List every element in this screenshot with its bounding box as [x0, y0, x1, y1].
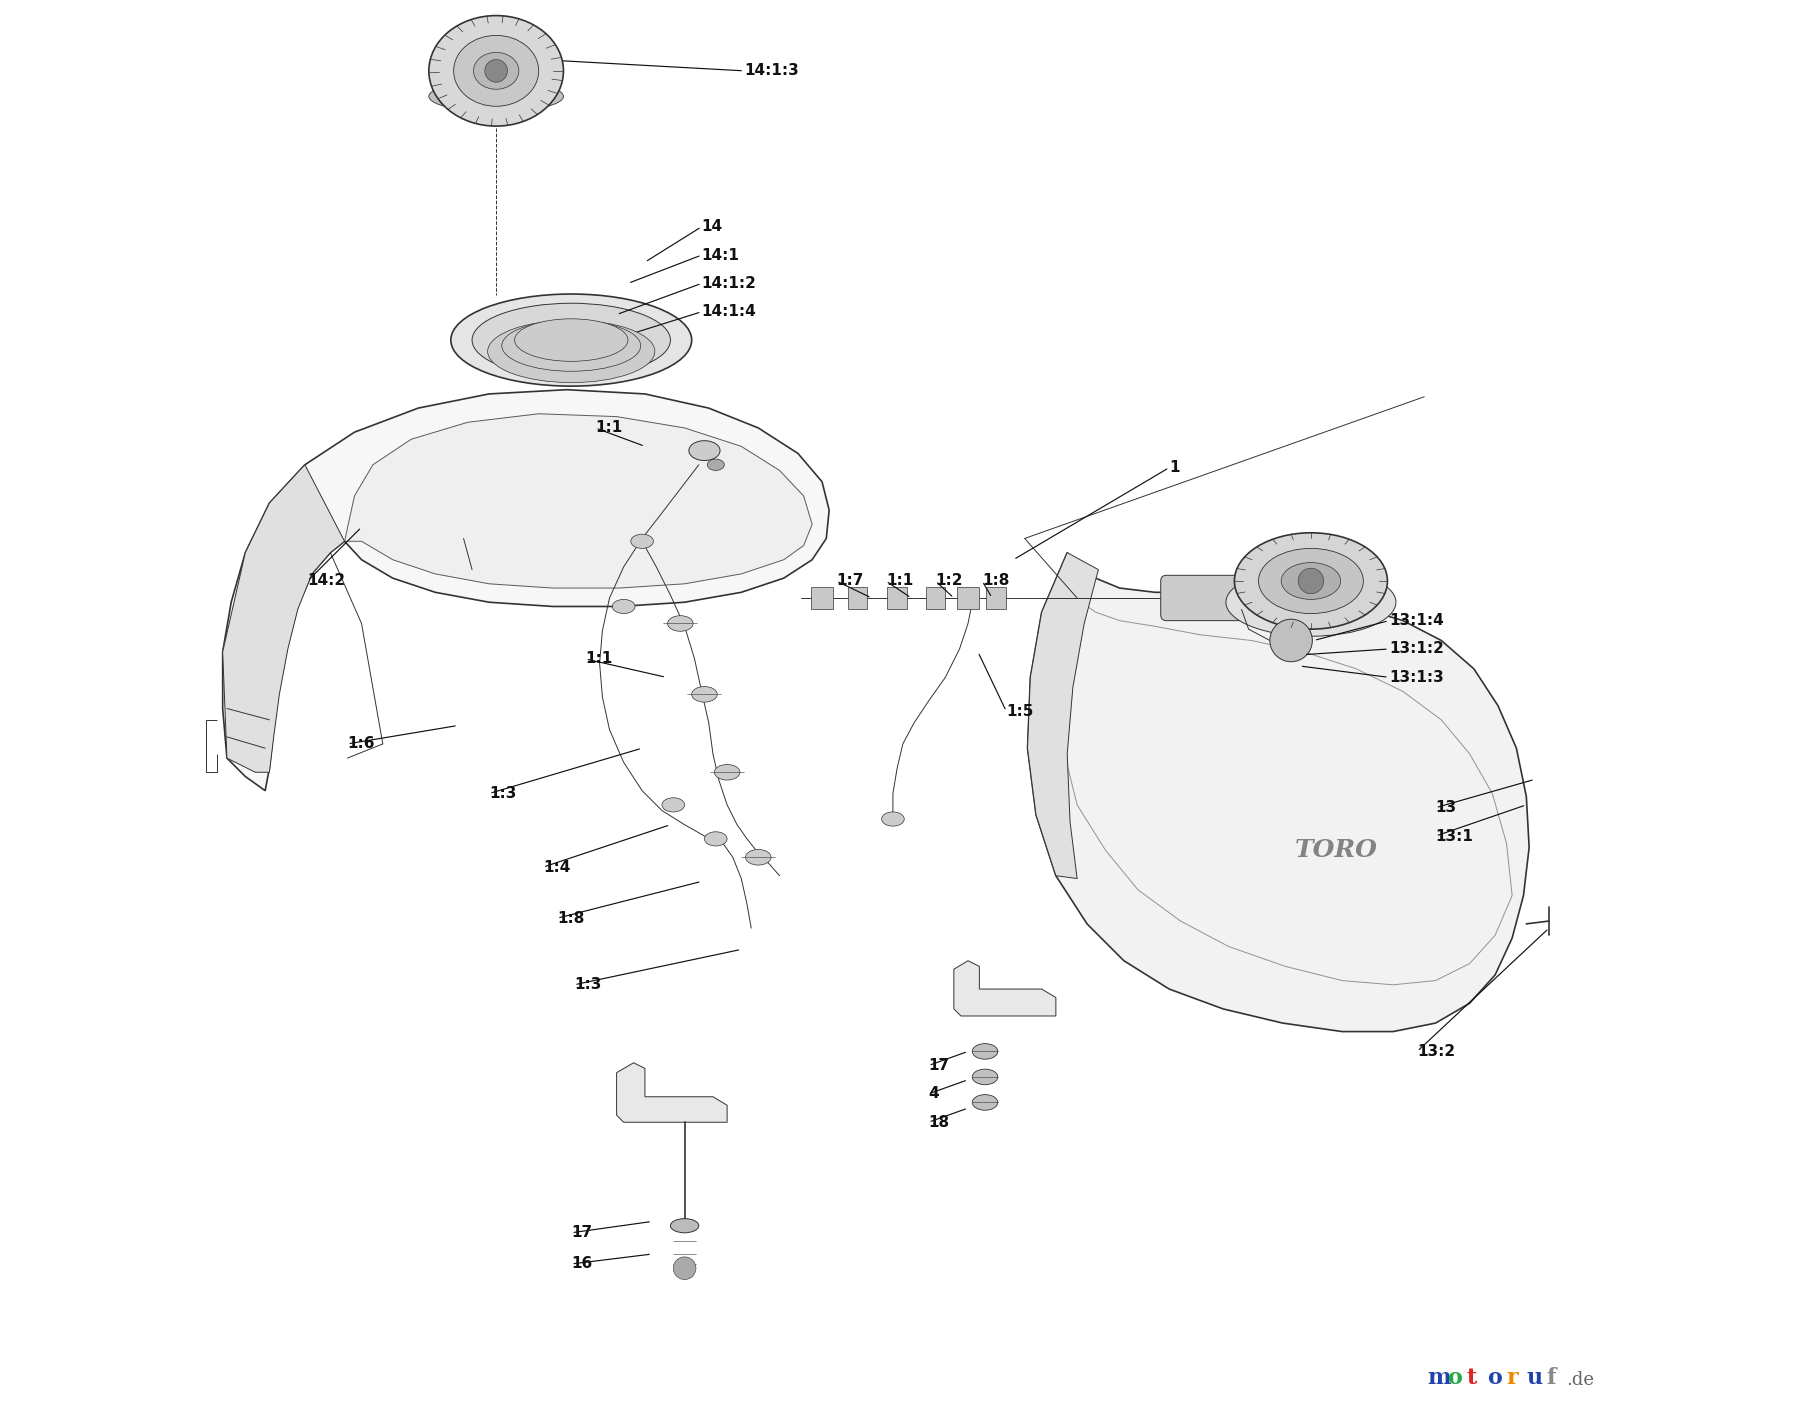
- Ellipse shape: [882, 812, 904, 826]
- Ellipse shape: [1264, 592, 1283, 605]
- Text: 1:5: 1:5: [1006, 704, 1033, 718]
- Text: 14: 14: [702, 220, 724, 234]
- Ellipse shape: [662, 798, 684, 812]
- Circle shape: [673, 1257, 697, 1280]
- Ellipse shape: [428, 16, 563, 126]
- Circle shape: [1269, 619, 1312, 662]
- Text: 1:3: 1:3: [574, 978, 601, 992]
- Text: 14:1:2: 14:1:2: [702, 276, 756, 290]
- Ellipse shape: [972, 1043, 997, 1060]
- Text: 14:2: 14:2: [308, 574, 346, 588]
- Ellipse shape: [526, 323, 617, 357]
- Text: 13: 13: [1436, 801, 1456, 815]
- Text: 13:1:4: 13:1:4: [1390, 614, 1444, 628]
- Text: f: f: [1546, 1366, 1555, 1389]
- Text: 14:1:4: 14:1:4: [702, 305, 756, 319]
- Bar: [925, 587, 945, 609]
- Ellipse shape: [612, 599, 635, 614]
- Ellipse shape: [1226, 568, 1397, 636]
- Polygon shape: [223, 465, 344, 772]
- Bar: [848, 587, 868, 609]
- Text: t: t: [1467, 1366, 1478, 1389]
- Ellipse shape: [715, 765, 740, 779]
- Text: 1: 1: [1170, 461, 1179, 475]
- Polygon shape: [1028, 553, 1098, 879]
- Polygon shape: [617, 1063, 727, 1122]
- Bar: [986, 587, 1006, 609]
- Ellipse shape: [450, 295, 691, 387]
- Text: o: o: [1487, 1366, 1501, 1389]
- Text: 18: 18: [929, 1115, 949, 1129]
- Text: 13:2: 13:2: [1417, 1044, 1456, 1058]
- Ellipse shape: [670, 1219, 698, 1233]
- Text: .de: .de: [1566, 1370, 1595, 1389]
- Text: u: u: [1526, 1366, 1543, 1389]
- Ellipse shape: [488, 320, 655, 383]
- Text: 1:7: 1:7: [837, 574, 864, 588]
- Ellipse shape: [972, 1094, 997, 1111]
- Text: 1:1: 1:1: [585, 652, 612, 666]
- Text: 16: 16: [571, 1257, 592, 1271]
- Polygon shape: [954, 961, 1057, 1016]
- Polygon shape: [344, 414, 812, 588]
- Ellipse shape: [668, 615, 693, 632]
- Ellipse shape: [689, 441, 720, 461]
- Circle shape: [1298, 568, 1323, 594]
- Text: 1:3: 1:3: [490, 786, 517, 801]
- Text: 13:1: 13:1: [1436, 829, 1474, 843]
- Ellipse shape: [1235, 533, 1388, 629]
- Ellipse shape: [1282, 563, 1341, 599]
- Circle shape: [484, 60, 508, 82]
- Polygon shape: [1028, 553, 1530, 1032]
- Polygon shape: [223, 390, 830, 791]
- Bar: [887, 587, 907, 609]
- Text: 1:1: 1:1: [596, 421, 623, 435]
- Text: TORO: TORO: [1294, 839, 1377, 862]
- Bar: [810, 587, 833, 609]
- Text: 1:4: 1:4: [544, 860, 571, 874]
- Text: 1:6: 1:6: [347, 737, 374, 751]
- Text: o: o: [1447, 1366, 1462, 1389]
- Ellipse shape: [454, 35, 538, 106]
- Text: 1:8: 1:8: [983, 574, 1010, 588]
- Ellipse shape: [707, 459, 724, 470]
- Ellipse shape: [1258, 548, 1363, 614]
- Ellipse shape: [472, 303, 670, 377]
- Ellipse shape: [515, 319, 628, 361]
- Text: 14:1:3: 14:1:3: [743, 64, 799, 78]
- Text: 14:1: 14:1: [702, 248, 740, 262]
- Ellipse shape: [972, 1070, 997, 1085]
- Ellipse shape: [630, 534, 653, 548]
- Text: 13:1:3: 13:1:3: [1390, 670, 1444, 684]
- Ellipse shape: [691, 687, 716, 703]
- Text: r: r: [1507, 1366, 1517, 1389]
- FancyBboxPatch shape: [1161, 575, 1255, 621]
- Text: 13:1:2: 13:1:2: [1390, 642, 1444, 656]
- Ellipse shape: [704, 832, 727, 846]
- Text: 4: 4: [929, 1087, 940, 1101]
- Text: 1:2: 1:2: [936, 574, 963, 588]
- Text: 1:1: 1:1: [886, 574, 913, 588]
- Ellipse shape: [745, 850, 770, 864]
- Ellipse shape: [473, 52, 518, 89]
- Text: 1:8: 1:8: [556, 911, 585, 925]
- Text: 17: 17: [571, 1226, 592, 1240]
- Text: m: m: [1427, 1366, 1451, 1389]
- Ellipse shape: [428, 81, 563, 112]
- Text: 17: 17: [929, 1058, 949, 1073]
- Bar: [956, 587, 979, 609]
- Ellipse shape: [502, 320, 641, 371]
